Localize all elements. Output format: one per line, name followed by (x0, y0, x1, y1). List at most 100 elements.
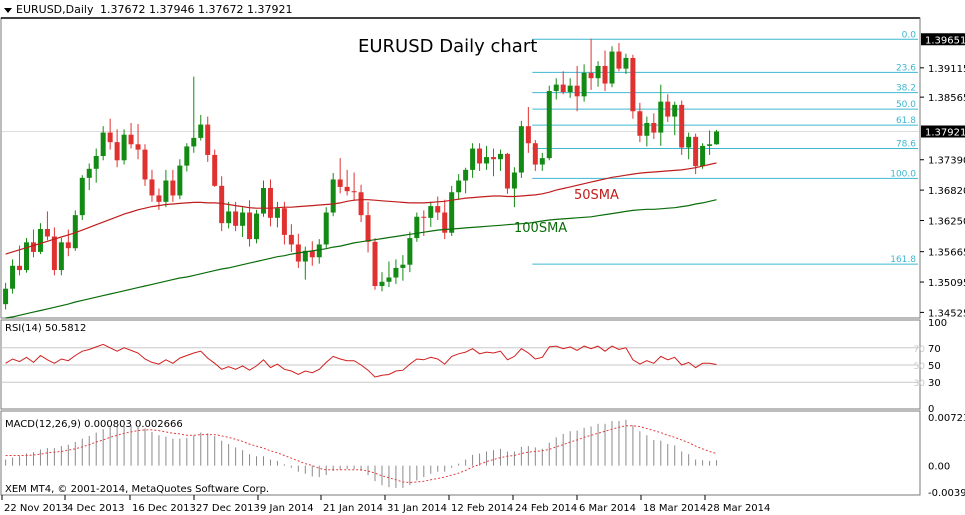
fib-label-61.8: 61.8 (896, 116, 916, 126)
candle-body (518, 126, 524, 173)
sma100-line (5, 199, 717, 319)
candle-body (114, 142, 120, 161)
candle-body (414, 216, 420, 239)
candle-body (65, 242, 71, 249)
candle-body (567, 85, 573, 93)
candle-body (644, 122, 650, 136)
candle-58 (407, 231, 413, 273)
candle-body (79, 177, 85, 216)
sma100-annotation: 100SMA (514, 221, 567, 236)
price-tick-label-5: 1.35665 (928, 248, 965, 259)
candle-body (93, 156, 99, 169)
candle-body (163, 180, 169, 202)
candle-body (72, 215, 78, 249)
candle-body (24, 242, 30, 271)
candle-body (254, 213, 260, 240)
candle-32 (226, 201, 232, 229)
ohlc-readout: 1.37672 1.37946 1.37672 1.37921 (100, 3, 292, 16)
candle-1 (10, 259, 16, 294)
candle-36 (254, 209, 260, 244)
candle-body (156, 195, 162, 202)
macd-panel: MACD(12,26,9) 0.000803 0.002666 0.007236… (0, 410, 965, 499)
candle-body (121, 134, 127, 161)
candle-body (3, 288, 9, 305)
macd-title: MACD(12,26,9) 0.000803 0.002666 (5, 419, 183, 430)
candle-body (679, 104, 685, 148)
candle-75 (525, 106, 531, 153)
fib-label-161.8: 161.8 (890, 255, 916, 265)
rsi-level-label-3: 30 (914, 379, 926, 389)
candle-47 (330, 173, 336, 217)
candle-body (560, 84, 566, 93)
rsi-line (5, 343, 717, 378)
candle-9 (65, 229, 71, 257)
macd-histogram (5, 419, 718, 488)
candle-80 (560, 71, 566, 95)
candle-body (616, 51, 622, 69)
candle-body (714, 131, 720, 145)
macd-tick-label-1: 0.00 (928, 462, 950, 473)
candle-65 (456, 174, 462, 200)
candle-102 (714, 129, 720, 145)
candle-body (100, 132, 106, 157)
price-tick-label-4: 1.36250 (928, 216, 965, 227)
candle-39 (274, 201, 280, 228)
chart-title: EURUSD Daily chart (358, 36, 537, 57)
candle-body (177, 165, 183, 196)
candle-body (700, 145, 706, 167)
fib-label-23.6: 23.6 (896, 63, 916, 73)
time-tick-label-10: 18 Mar 2014 (643, 503, 706, 514)
candle-22 (156, 188, 162, 210)
candle-69 (484, 145, 490, 170)
candle-body (574, 85, 580, 97)
candle-28 (198, 114, 204, 141)
chart-menu-triangle-icon[interactable] (4, 8, 12, 13)
candle-81 (567, 78, 573, 98)
candle-body (623, 57, 629, 69)
candle-body (37, 229, 43, 252)
candle-70 (491, 148, 496, 177)
candle-64 (449, 185, 455, 236)
candle-63 (442, 199, 448, 240)
candle-body (351, 191, 357, 193)
candle-100 (700, 143, 706, 169)
fib-label-50.0: 50.0 (896, 100, 916, 110)
current-price-label-0: 1.39651 (925, 35, 965, 46)
price-tick-label-0: 1.39115 (928, 64, 965, 75)
candle-body (539, 158, 545, 165)
current-price-box-0 (921, 33, 965, 46)
candle-body (233, 211, 239, 226)
candle-29 (205, 116, 211, 162)
candle-49 (344, 169, 350, 196)
candle-body (365, 215, 371, 242)
candle-48 (337, 158, 343, 194)
price-tick-label-3: 1.36820 (928, 186, 965, 197)
candle-57 (400, 255, 406, 281)
candle-45 (316, 239, 322, 264)
candle-46 (323, 207, 329, 249)
time-tick-label-2: 16 Dec 2013 (132, 503, 196, 514)
candle-33 (233, 201, 239, 232)
candle-body (630, 57, 636, 112)
candle-body (267, 187, 273, 218)
candle-71 (497, 149, 503, 171)
candle-body (546, 91, 552, 159)
macd-panel-frame (0, 410, 921, 496)
symbol-label: EURUSD,Daily (16, 3, 94, 16)
candle-51 (358, 184, 364, 223)
candle-body (142, 149, 148, 180)
candle-83 (581, 64, 587, 102)
fib-label-0.0: 0.0 (902, 30, 917, 40)
candle-body (281, 208, 287, 235)
time-tick-label-1: 4 Dec 2013 (67, 503, 125, 514)
candle-body (532, 143, 538, 165)
candle-body (379, 281, 385, 287)
sma50-line (5, 162, 717, 255)
candle-91 (637, 102, 643, 143)
candle-0 (3, 282, 9, 310)
candle-body (323, 212, 329, 245)
candle-body (337, 179, 343, 187)
candle-79 (553, 78, 559, 100)
